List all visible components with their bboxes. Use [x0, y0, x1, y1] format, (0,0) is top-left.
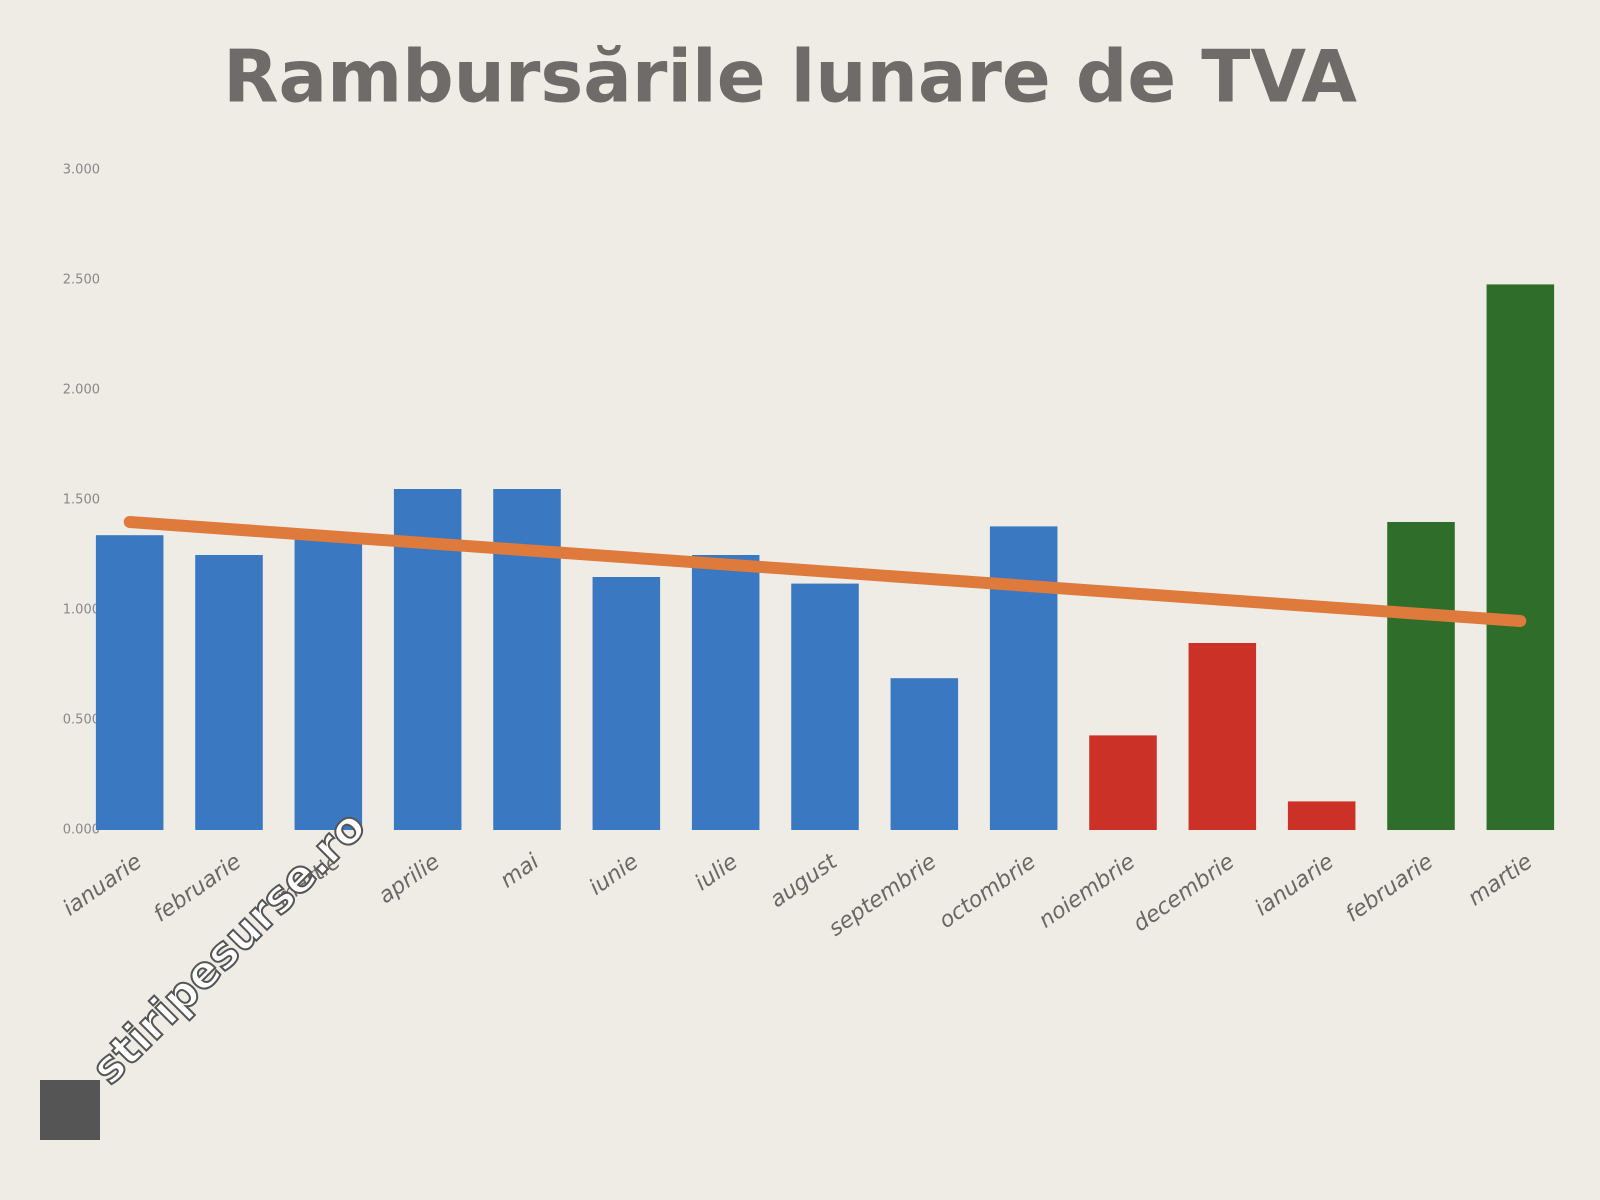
bar: [1188, 643, 1257, 830]
bar: [95, 535, 164, 830]
y-tick-label: 2.500: [63, 273, 100, 288]
chart-title: Rambursările lunare de TVA: [223, 35, 1357, 119]
bar: [1089, 735, 1157, 830]
bar: [890, 678, 959, 830]
bar: [592, 577, 661, 830]
bar: [493, 489, 561, 830]
bar: [989, 526, 1058, 830]
bar: [1486, 284, 1555, 830]
bar: [1387, 522, 1455, 830]
y-tick-label: 2.000: [63, 383, 100, 398]
y-tick-label: 0.500: [63, 713, 100, 728]
bar: [294, 535, 363, 830]
bar: [1287, 801, 1356, 830]
y-tick-label: 3.000: [63, 163, 100, 178]
y-tick-label: 0.000: [63, 823, 100, 838]
watermark-logo: [40, 1080, 100, 1140]
bar: [195, 555, 263, 830]
y-tick-label: 1.000: [63, 603, 100, 618]
trend-line: [123, 516, 1527, 627]
y-tick-label: 1.500: [63, 493, 100, 508]
bar: [791, 583, 859, 830]
bar: [691, 555, 760, 830]
